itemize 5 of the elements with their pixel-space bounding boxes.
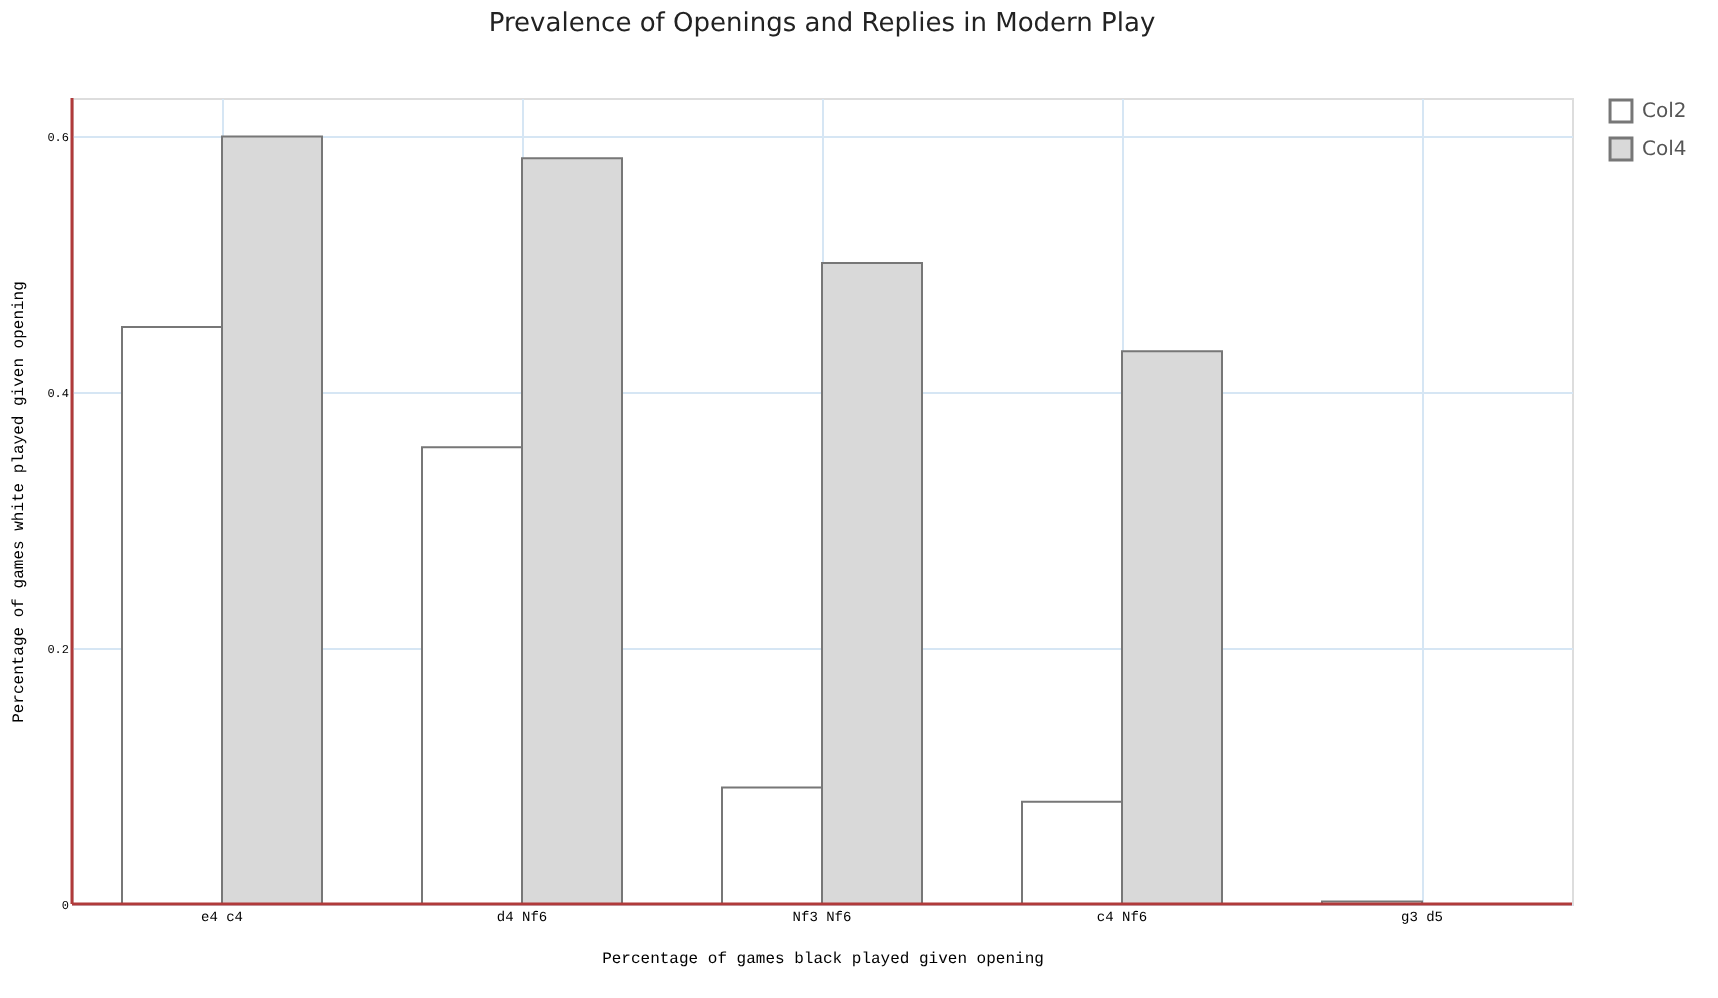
y-axis-title: Percentage of games white played given opening — [11, 280, 30, 723]
chart-title: Prevalence of Openings and Replies in Modern Play — [488, 8, 1156, 39]
legend-label: Col4 — [1642, 139, 1687, 161]
x-axis-title: Percentage of games black played given opening — [602, 951, 1045, 969]
legend-label: Col2 — [1642, 101, 1687, 123]
